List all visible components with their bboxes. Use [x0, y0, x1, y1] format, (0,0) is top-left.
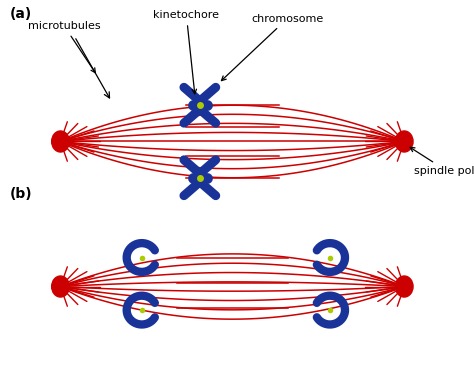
Text: chromosome: chromosome [221, 14, 323, 81]
Ellipse shape [395, 276, 413, 297]
Ellipse shape [395, 131, 413, 152]
Text: microtubules: microtubules [28, 21, 100, 73]
Text: spindle pole: spindle pole [410, 147, 474, 176]
Text: kinetochore: kinetochore [154, 10, 219, 94]
Ellipse shape [52, 131, 69, 152]
Ellipse shape [52, 276, 69, 297]
Text: (b): (b) [9, 187, 32, 201]
Text: (a): (a) [9, 7, 32, 21]
